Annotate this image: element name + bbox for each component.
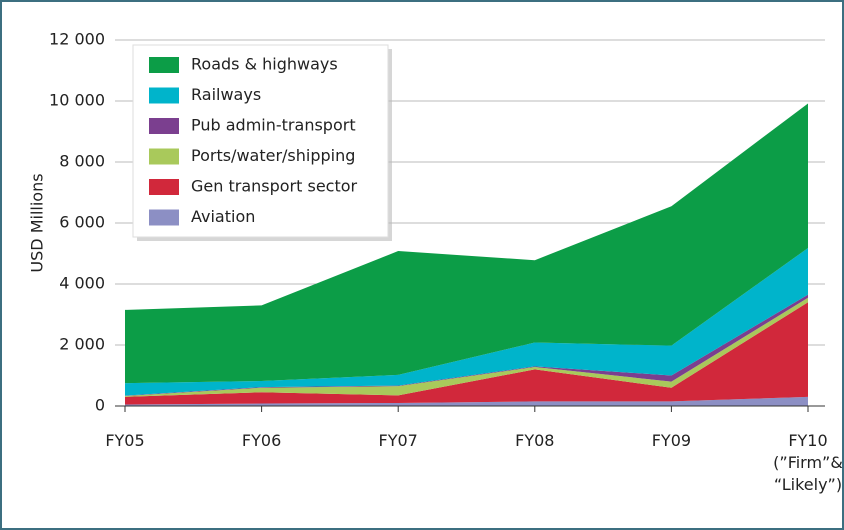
legend-label: Ports/water/shipping xyxy=(191,146,355,165)
y-tick-label: 0 xyxy=(95,396,105,415)
legend-label: Aviation xyxy=(191,207,255,226)
area xyxy=(125,302,808,405)
legend xyxy=(132,44,389,238)
area xyxy=(125,297,808,397)
y-tick-label: 2 000 xyxy=(59,335,105,354)
y-tick-label: 8 000 xyxy=(59,152,105,171)
legend-swatch xyxy=(149,57,179,73)
legend-swatch xyxy=(149,87,179,104)
legend-swatch xyxy=(149,209,179,226)
y-tick-label: 10 000 xyxy=(49,91,105,110)
legend-swatch xyxy=(149,148,179,165)
x-tick-label: FY06 xyxy=(241,431,282,450)
area xyxy=(125,103,808,384)
legend-label: Pub admin-transport xyxy=(191,116,356,135)
legend-label: Gen transport sector xyxy=(191,177,358,196)
x-tick-label: FY08 xyxy=(515,431,555,450)
y-tick-label: 6 000 xyxy=(59,213,105,232)
legend-label: Roads & highways xyxy=(191,55,338,74)
x-tick-label: FY10 (”Firm”& “Likely”) xyxy=(773,431,843,494)
area xyxy=(125,248,808,396)
legend-swatch xyxy=(149,179,179,195)
area xyxy=(125,396,808,406)
x-tick-label: FY05 xyxy=(105,431,145,450)
y-tick-label: 12 000 xyxy=(49,30,105,49)
x-tick-label: FY07 xyxy=(378,431,418,450)
y-axis-label: USD Millions xyxy=(28,173,47,272)
x-tick-label: FY09 xyxy=(651,431,692,450)
y-tick-label: 4 000 xyxy=(59,274,105,293)
legend-label: Railways xyxy=(191,85,261,104)
legend-swatch xyxy=(149,118,179,134)
